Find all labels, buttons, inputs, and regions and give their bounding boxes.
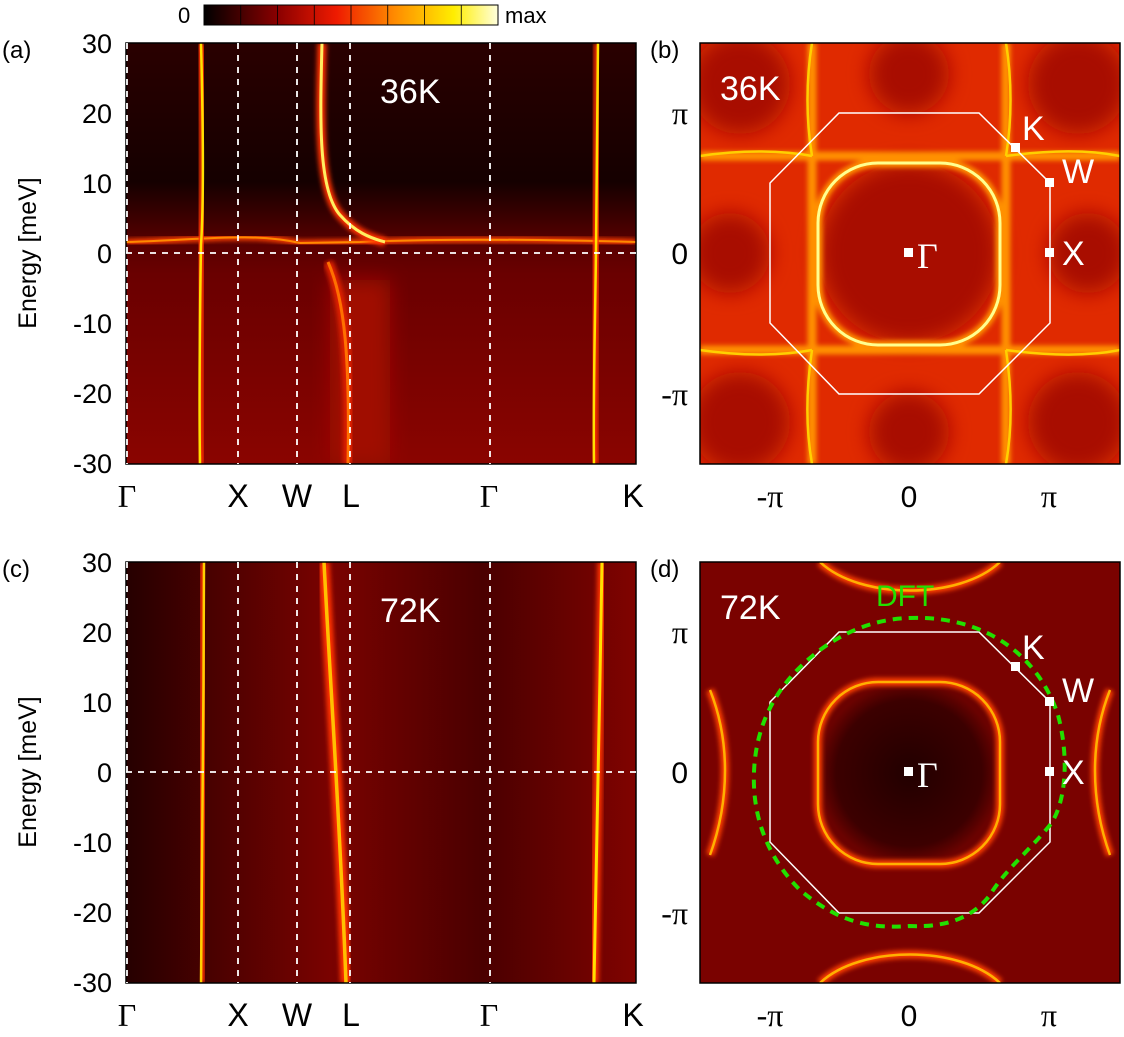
ytick: -30 (73, 449, 112, 479)
ytick: 30 (82, 548, 112, 578)
point-w: W (1062, 672, 1094, 710)
ytick: 0 (97, 239, 112, 269)
dft-label: DFT (876, 580, 934, 613)
point-gamma: Γ (917, 236, 938, 276)
colorbar-max-label: max (505, 3, 547, 28)
point-k: K (1022, 110, 1045, 148)
ytick-pi: π (672, 95, 688, 131)
panel-c-yticks: 30 20 10 0 -10 -20 -30 (73, 548, 112, 998)
ytick: 10 (82, 688, 112, 718)
panel-d-label: (d) (650, 556, 679, 583)
panel-a-label: (a) (2, 37, 31, 64)
panel-b-label: (b) (650, 37, 679, 64)
panel-a: (a) 36K (2, 29, 644, 514)
xlabel-gamma: Γ (118, 997, 137, 1033)
xlabel-w: W (282, 478, 313, 514)
xlabel-x: X (227, 478, 248, 514)
xlabel-x: X (227, 997, 248, 1033)
xlabel-gamma: Γ (480, 478, 499, 514)
xtick-pi: π (1041, 997, 1057, 1033)
point-gamma: Γ (917, 755, 938, 795)
xtick-zero: 0 (901, 481, 918, 514)
ytick: 30 (82, 29, 112, 59)
ytick: 0 (97, 758, 112, 788)
xlabel-l: L (342, 997, 360, 1033)
colorbar: 0 max (178, 3, 547, 28)
xlabel-gamma: Γ (118, 478, 137, 514)
panel-c-xlabels: Γ X W L Γ K (118, 997, 644, 1033)
panel-b: (b) (650, 37, 1121, 514)
ytick: -10 (73, 828, 112, 858)
xtick-minus-pi: -π (757, 478, 784, 514)
panel-d: (d) DFT (650, 556, 1121, 1033)
panel-a-temperature: 36K (380, 73, 441, 111)
panel-a-xlabels: Γ X W L Γ K (118, 478, 644, 514)
ytick: -20 (73, 379, 112, 409)
point-k: K (1022, 629, 1045, 667)
panel-c-temperature: 72K (380, 592, 441, 630)
ytick: -10 (73, 309, 112, 339)
panel-a-ylabel: Energy [meV] (14, 177, 42, 328)
ytick-zero: 0 (671, 757, 688, 790)
xlabel-k: K (622, 478, 643, 514)
panel-c: (c) 72K 30 20 10 0 -10 -20 -30 (2, 548, 644, 1033)
panel-a-yticks: 30 20 10 0 -10 -20 -30 (73, 29, 112, 479)
panel-d-temperature: 72K (720, 589, 781, 627)
xtick-pi: π (1041, 478, 1057, 514)
ytick-pi: π (672, 614, 688, 650)
panel-c-label: (c) (2, 556, 30, 583)
ytick: 20 (82, 618, 112, 648)
ytick-minus-pi: -π (661, 895, 688, 931)
xlabel-w: W (282, 997, 313, 1033)
panel-c-ylabel: Energy [meV] (14, 696, 42, 847)
xlabel-k: K (622, 997, 643, 1033)
xlabel-gamma: Γ (480, 997, 499, 1033)
colorbar-min-label: 0 (178, 3, 190, 28)
point-w: W (1062, 153, 1094, 191)
ytick: 20 (82, 99, 112, 129)
xtick-minus-pi: -π (757, 997, 784, 1033)
xtick-zero: 0 (901, 1000, 918, 1033)
ytick: -30 (73, 968, 112, 998)
ytick: 10 (82, 169, 112, 199)
dft-contour (751, 615, 1067, 929)
ytick: -20 (73, 898, 112, 928)
point-x: X (1062, 754, 1085, 792)
ytick-zero: 0 (671, 238, 688, 271)
xlabel-l: L (342, 478, 360, 514)
panel-b-temperature: 36K (720, 70, 781, 108)
point-x: X (1062, 235, 1085, 273)
ytick-minus-pi: -π (661, 376, 688, 412)
